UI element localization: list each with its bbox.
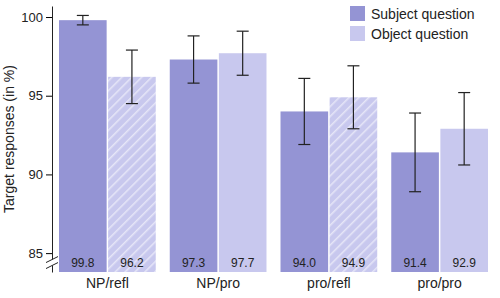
data-label: 92.9 (452, 256, 476, 270)
axis-break (46, 257, 58, 269)
data-label: 94.9 (342, 256, 366, 270)
error-bar-cap (77, 15, 89, 16)
bar (170, 60, 218, 272)
error-bar-stem (414, 113, 415, 192)
legend-item: Subject question (350, 6, 475, 22)
error-bar-cap (126, 49, 138, 50)
error-bar-cap (458, 92, 470, 93)
y-tick: 85 (29, 246, 52, 261)
x-tick-label: NP/pro (196, 275, 240, 291)
y-tick-label: 100 (21, 10, 43, 25)
x-tick: pro/refl (307, 272, 351, 291)
error-bar-cap (188, 35, 200, 36)
x-tick: NP/pro (196, 272, 240, 291)
legend-label: Object question (371, 26, 468, 42)
y-tick-label: 90 (29, 167, 43, 182)
legend-swatch (350, 6, 365, 21)
error-bar-stem (193, 36, 194, 83)
error-bar-stem (353, 66, 354, 129)
bar (108, 77, 156, 272)
y-tick: 100 (21, 10, 52, 25)
error-bar-cap (458, 164, 470, 165)
error-bar-stem (464, 93, 465, 165)
y-tick-label: 85 (29, 246, 43, 261)
x-tick-label: pro/pro (417, 275, 462, 291)
error-bar (126, 50, 138, 104)
x-tick: pro/pro (417, 272, 462, 291)
axis-break-mark (46, 263, 58, 269)
error-bar-cap (298, 78, 310, 79)
y-tick-label: 95 (29, 88, 43, 103)
bar (59, 20, 107, 272)
error-bar-cap (409, 112, 421, 113)
error-bar-stem (82, 15, 83, 24)
y-tick: 90 (29, 167, 52, 182)
bar (219, 53, 267, 272)
legend-item: Object question (350, 26, 468, 42)
error-bar (237, 31, 249, 75)
error-bar-cap (347, 65, 359, 66)
y-tick-mark (46, 96, 52, 97)
error-bar-cap (347, 128, 359, 129)
error-bar-cap (409, 191, 421, 192)
error-bar-cap (237, 75, 249, 76)
axis-break-mark (46, 257, 58, 263)
error-bar-cap (298, 144, 310, 145)
y-axis: 85 90 95 100 (21, 7, 52, 273)
x-tick-label: NP/refl (86, 275, 129, 291)
data-label: 94.0 (293, 256, 317, 270)
y-tick-mark (46, 174, 52, 175)
axis-break-gap (46, 260, 58, 266)
error-bar-cap (126, 103, 138, 104)
error-bar-cap (188, 83, 200, 84)
data-label: 91.4 (403, 256, 427, 270)
error-bar (347, 66, 359, 129)
data-label: 97.3 (182, 256, 206, 270)
y-tick-mark (46, 253, 52, 254)
data-label: 99.8 (71, 256, 95, 270)
error-bar-cap (237, 31, 249, 32)
legend-swatch (350, 26, 365, 41)
error-bar-stem (304, 78, 305, 144)
error-bar-cap (77, 24, 89, 25)
data-label: 96.2 (120, 256, 144, 270)
chart: 99.8 97.3 94.0 91.4 96.2 97.7 94.9 92.9 85 90 95 10… (0, 0, 500, 298)
error-bar (77, 15, 89, 24)
y-axis-line (52, 7, 53, 273)
error-bar (409, 113, 421, 192)
legend: Subject question Object question (350, 6, 475, 42)
error-bar (458, 93, 470, 165)
y-axis-title: Target responses (in %) (1, 65, 17, 213)
error-bar-stem (131, 50, 132, 104)
plot-area (59, 15, 488, 272)
x-tick: NP/refl (86, 272, 129, 291)
data-label: 97.7 (231, 256, 255, 270)
legend-label: Subject question (371, 6, 475, 22)
y-tick-mark (46, 17, 52, 18)
error-bar (188, 36, 200, 83)
error-bar (298, 78, 310, 144)
x-axis: NP/refl NP/pro pro/refl pro/pro (86, 272, 462, 291)
error-bar-stem (242, 31, 243, 75)
y-tick: 95 (29, 88, 52, 103)
x-tick-label: pro/refl (307, 275, 351, 291)
